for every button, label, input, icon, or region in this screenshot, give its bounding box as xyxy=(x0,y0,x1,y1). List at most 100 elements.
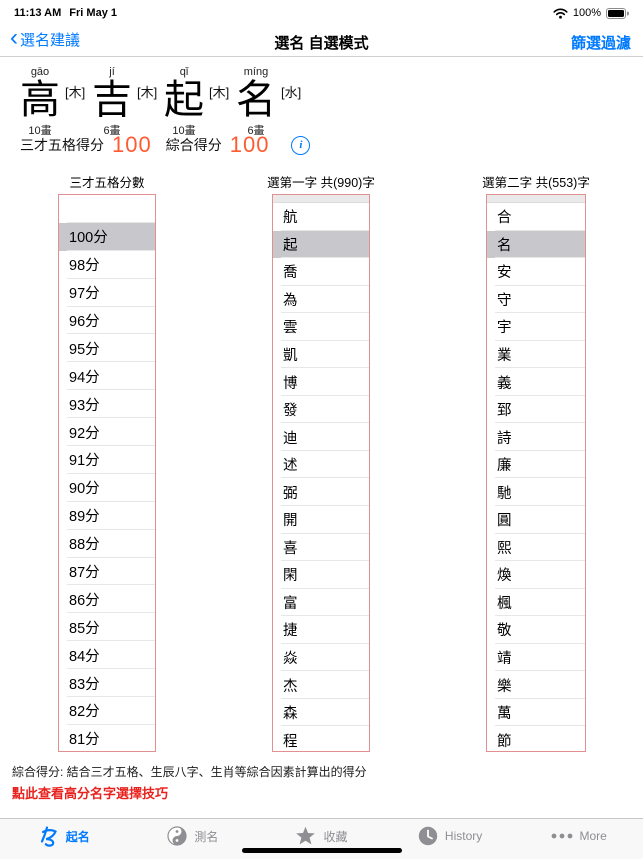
home-indicator[interactable] xyxy=(241,848,402,853)
picker-cell[interactable]: 89分 xyxy=(59,502,155,530)
overall-score-label: 綜合得分 xyxy=(165,137,222,153)
naming-logo-icon xyxy=(39,825,59,847)
sancai-score-value: 100 xyxy=(112,132,152,157)
name-character: 名 xyxy=(236,78,276,122)
info-icon[interactable]: i xyxy=(291,135,311,155)
clock-icon xyxy=(418,826,438,846)
picker-cell[interactable]: 為 xyxy=(273,286,369,314)
picker-cell[interactable]: 喬 xyxy=(273,258,369,286)
picker-cell[interactable]: 凱 xyxy=(273,341,369,369)
naming-tips-link[interactable]: 點此查看高分名字選擇技巧 xyxy=(12,786,169,801)
picker-cell[interactable]: 煥 xyxy=(487,561,585,589)
tab-label: 測名 xyxy=(194,829,219,844)
picker-cell[interactable]: 焱 xyxy=(273,644,369,672)
picker-cell[interactable]: 義 xyxy=(487,368,585,396)
tab-name-test[interactable]: 測名 xyxy=(129,819,258,859)
picker-cell[interactable]: 馳 xyxy=(487,478,585,506)
picker-cell[interactable]: 雲 xyxy=(273,313,369,341)
picker-cell[interactable]: 97分 xyxy=(59,279,155,307)
picker-cell[interactable]: 程 xyxy=(273,726,369,751)
picker-cell[interactable]: 90分 xyxy=(59,474,155,502)
picker-cell[interactable]: 閑 xyxy=(273,561,369,589)
picker-cell[interactable]: 發 xyxy=(273,396,369,424)
score-explanation-note: 綜合得分: 結合三才五格、生辰八字、生肖等綜合因素計算出的得分 xyxy=(12,765,367,779)
back-button-label: 選名建議 xyxy=(20,32,81,49)
tab-history[interactable]: History xyxy=(386,819,515,859)
pinyin-label: gāo xyxy=(30,66,50,78)
picker-cell[interactable]: 富 xyxy=(273,589,369,617)
stroke-count: 10畫 xyxy=(28,125,52,137)
picker-cell[interactable]: 95分 xyxy=(59,334,155,363)
picker-cell[interactable]: 93分 xyxy=(59,390,155,419)
filter-button[interactable]: 篩選過濾 xyxy=(570,35,631,52)
picker-cell[interactable]: 航 xyxy=(273,203,369,231)
picker-cell[interactable] xyxy=(59,195,155,223)
stroke-count: 6畫 xyxy=(247,125,265,137)
picker-cell[interactable]: 84分 xyxy=(59,641,155,670)
picker-cell[interactable]: 100分 xyxy=(59,222,155,251)
picker-cell[interactable]: 92分 xyxy=(59,418,155,446)
picker-cell[interactable]: 弼 xyxy=(273,478,369,506)
stroke-count: 6畫 xyxy=(103,125,121,137)
picker-cell[interactable]: 郅 xyxy=(487,396,585,424)
picker-cell[interactable]: 開 xyxy=(273,506,369,534)
picker-cell[interactable]: 91分 xyxy=(59,446,155,474)
picker-cell[interactable]: 83分 xyxy=(59,669,155,697)
picker-cell[interactable]: 喜 xyxy=(273,534,369,562)
partial-row xyxy=(487,195,585,203)
picker-cell[interactable]: 業 xyxy=(487,341,585,369)
element-tag: [木] xyxy=(137,85,158,100)
tab-label: 收藏 xyxy=(323,829,348,844)
picker-cell[interactable]: 98分 xyxy=(59,251,155,279)
picker-cell[interactable]: 廉 xyxy=(487,451,585,479)
name-char-unit: qǐ 起 [木] 10畫 xyxy=(160,66,232,138)
second-char-picker[interactable]: 合名安守宇業義郅詩廉馳圓熙煥楓敬靖樂萬節 xyxy=(486,194,586,752)
picker-cell[interactable]: 節 xyxy=(487,726,585,751)
picker-cell[interactable]: 94分 xyxy=(59,362,155,391)
pinyin-label: jí xyxy=(109,66,115,78)
score-picker-header: 三才五格分數 xyxy=(69,176,145,190)
picker-cell[interactable]: 85分 xyxy=(59,613,155,642)
picker-cell[interactable]: 樂 xyxy=(487,671,585,699)
tab-label: History xyxy=(444,829,483,843)
picker-cell[interactable]: 靖 xyxy=(487,644,585,672)
picker-cell[interactable]: 宇 xyxy=(487,313,585,341)
picker-cell[interactable]: 詩 xyxy=(487,423,585,451)
first-char-picker[interactable]: 航起喬為雲凱博發迪述弼開喜閑富捷焱杰森程 xyxy=(272,194,370,752)
status-time: 11:13 AM xyxy=(14,7,62,19)
tab-favorites[interactable]: 收藏 xyxy=(257,819,386,859)
tab-label: More xyxy=(579,829,607,843)
picker-cell[interactable]: 捷 xyxy=(273,616,369,644)
picker-cell[interactable]: 博 xyxy=(273,368,369,396)
pinyin-label: míng xyxy=(243,66,269,78)
name-char-unit: míng 名 [水] 6畫 xyxy=(232,66,304,138)
picker-cell[interactable]: 96分 xyxy=(59,307,155,335)
back-button[interactable]: ‹ 選名建議 xyxy=(10,26,81,50)
partial-row xyxy=(273,195,369,203)
picker-cell[interactable]: 名 xyxy=(487,230,585,259)
picker-cell[interactable]: 81分 xyxy=(59,725,155,751)
overall-score-value: 100 xyxy=(229,132,270,157)
element-tag: [木] xyxy=(65,85,86,100)
picker-cell[interactable]: 合 xyxy=(487,203,585,231)
tab-naming[interactable]: 起名 xyxy=(0,819,129,859)
picker-cell[interactable]: 述 xyxy=(273,451,369,479)
picker-cell[interactable]: 86分 xyxy=(59,585,155,614)
picker-cell[interactable]: 起 xyxy=(273,230,369,259)
picker-cell[interactable]: 森 xyxy=(273,699,369,727)
picker-cell[interactable]: 敬 xyxy=(487,616,585,644)
picker-cell[interactable]: 迪 xyxy=(273,423,369,451)
picker-cell[interactable]: 圓 xyxy=(487,506,585,534)
picker-cell[interactable]: 安 xyxy=(487,258,585,286)
picker-cell[interactable]: 88分 xyxy=(59,530,155,558)
picker-cell[interactable]: 杰 xyxy=(273,671,369,699)
picker-cell[interactable]: 82分 xyxy=(59,697,155,725)
picker-cell[interactable]: 守 xyxy=(487,286,585,314)
score-picker[interactable]: 100分 98分 97分 96分 95分 94分 93分 92分 91分 90分 89分 88分 87分… xyxy=(58,194,156,752)
picker-cell[interactable]: 熙 xyxy=(487,534,585,562)
pinyin-label: qǐ xyxy=(179,66,189,78)
picker-cell[interactable]: 楓 xyxy=(487,589,585,617)
tab-more[interactable]: More xyxy=(514,819,643,859)
picker-cell[interactable]: 萬 xyxy=(487,699,585,727)
picker-cell[interactable]: 87分 xyxy=(59,558,155,586)
